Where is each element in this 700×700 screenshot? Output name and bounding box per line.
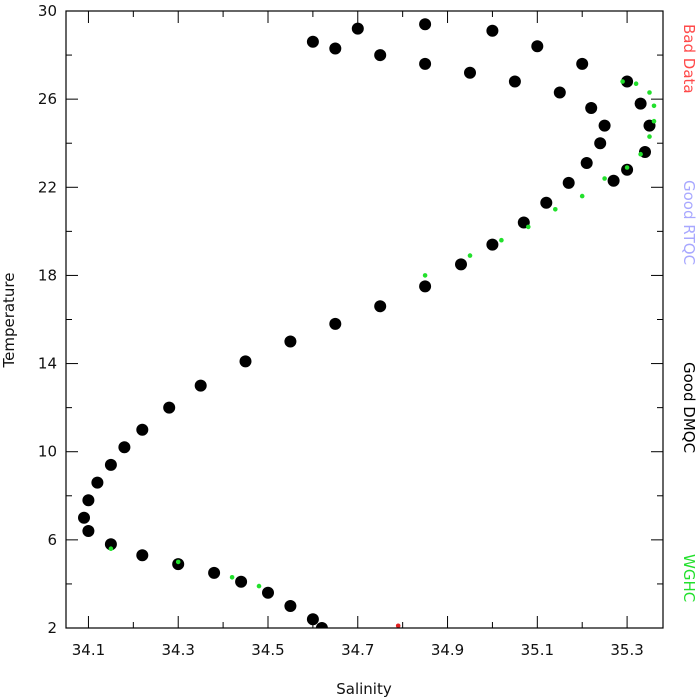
data-point: [208, 566, 221, 579]
data-point: [315, 622, 328, 628]
data-point: [580, 157, 593, 169]
data-point: [395, 623, 401, 628]
data-point: [194, 379, 207, 392]
data-point: [651, 103, 657, 109]
x-tick-labels: 34.1 34.3 34.5 34.7 34.9 35.1 35.3: [72, 641, 644, 659]
data-point: [262, 586, 274, 599]
data-point: [329, 317, 342, 330]
data-point: [553, 207, 558, 212]
data-point: [284, 335, 297, 348]
data-point: [82, 494, 95, 507]
data-point: [78, 511, 90, 524]
data-point: [598, 119, 611, 132]
data-point: [329, 42, 342, 55]
data-point: [419, 57, 432, 70]
data-point: [499, 237, 504, 243]
data-point: [531, 40, 544, 53]
x-tick-label: 34.7: [341, 641, 374, 659]
data-point: [306, 35, 319, 48]
data-point: [419, 18, 432, 31]
data-point: [82, 525, 95, 537]
data-point: [419, 280, 432, 293]
series-good-dmqc: [78, 18, 656, 628]
legend-good-rtqc: Good RTQC: [680, 180, 698, 265]
x-tick-label: 34.9: [431, 641, 464, 659]
data-point: [175, 559, 181, 565]
data-point: [638, 151, 643, 157]
legend-wghc: WGHC: [680, 554, 698, 602]
data-point: [621, 75, 634, 88]
data-point: [239, 355, 252, 368]
data-point: [306, 613, 319, 626]
data-point: [284, 600, 297, 612]
y-tick-label: 26: [38, 90, 57, 108]
series-bad-data: [395, 623, 401, 628]
data-point: [576, 57, 589, 70]
y-axis-title: Temperature: [0, 272, 18, 368]
data-point: [229, 575, 235, 580]
data-point: [651, 118, 657, 124]
data-point: [108, 546, 114, 551]
x-tick-label: 34.1: [72, 641, 105, 659]
data-point: [579, 193, 585, 199]
data-point: [647, 90, 652, 95]
x-tick-label: 34.3: [162, 641, 195, 659]
data-point: [351, 22, 364, 35]
legend-good-dmqc: Good DMQC: [680, 362, 698, 453]
x-tick-label: 34.5: [251, 641, 284, 659]
data-point: [594, 137, 607, 150]
data-point: [235, 575, 248, 588]
x-axis-title: Salinity: [336, 680, 392, 698]
data-point: [602, 176, 607, 181]
y-tick-label: 18: [38, 266, 57, 284]
data-point: [607, 174, 620, 187]
series-wghc: [108, 79, 657, 589]
axis-ticks: [66, 10, 663, 629]
data-point: [634, 97, 647, 110]
data-point: [624, 165, 630, 170]
data-point: [422, 273, 428, 278]
data-point: [91, 476, 104, 489]
data-point: [486, 238, 499, 251]
y-tick-label: 2: [47, 619, 57, 637]
legend: Bad Data Good RTQC Good DMQC WGHC: [680, 24, 698, 602]
legend-bad-data: Bad Data: [680, 24, 698, 94]
data-point: [508, 75, 521, 88]
data-point: [585, 102, 598, 114]
data-point: [104, 538, 117, 551]
data-point: [464, 66, 476, 79]
plot-area: [78, 18, 657, 628]
data-point: [553, 86, 566, 99]
y-tick-label: 22: [38, 178, 57, 196]
data-point: [467, 253, 473, 258]
plot-frame: [65, 10, 664, 629]
x-tick-label: 35.3: [610, 641, 643, 659]
x-tick-label: 35.1: [521, 641, 554, 659]
data-point: [136, 549, 149, 562]
data-point: [256, 583, 262, 589]
data-point: [647, 134, 652, 139]
data-point: [486, 24, 499, 37]
data-point: [526, 224, 531, 230]
data-point: [104, 458, 117, 471]
data-point: [455, 258, 467, 271]
y-tick-label: 30: [38, 2, 57, 20]
data-point: [136, 423, 149, 436]
data-point: [163, 401, 176, 414]
data-points: [78, 18, 657, 628]
data-point: [374, 300, 387, 313]
data-point: [118, 441, 131, 454]
data-point: [620, 79, 625, 84]
y-tick-label: 6: [47, 531, 57, 549]
data-point: [633, 81, 639, 86]
data-point: [374, 49, 387, 62]
y-tick-label: 14: [38, 355, 57, 373]
data-point: [562, 176, 575, 189]
y-tick-label: 10: [38, 443, 57, 461]
data-point: [540, 196, 553, 209]
